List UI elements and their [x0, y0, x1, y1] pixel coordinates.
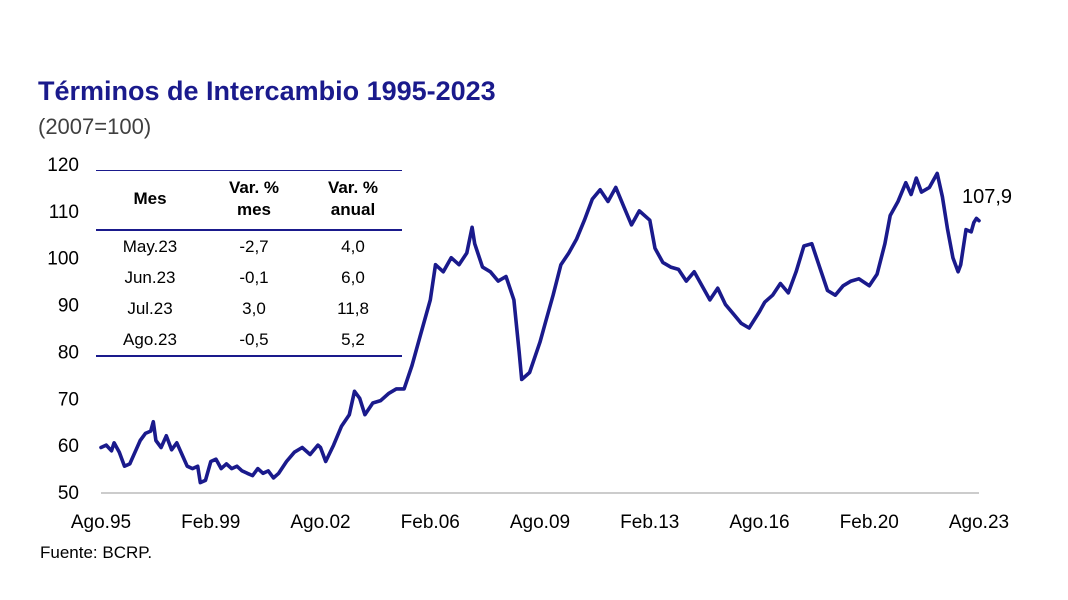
header-var-mes: Var. % mes [204, 170, 304, 231]
x-tick-label: Ago.23 [949, 512, 1009, 533]
cell-var-anual: 4,0 [341, 236, 365, 256]
end-value-label: 107,9 [962, 186, 1013, 208]
x-tick-label: Ago.16 [729, 512, 789, 533]
header-var-anual-text: Var. % anual [327, 178, 379, 219]
cell-mes: Ago.23 [96, 324, 204, 357]
header-mes: Mes [96, 170, 204, 231]
cell-var-anual: 6,0 [341, 267, 365, 287]
cell-var-anual: 11,8 [337, 298, 369, 318]
y-tick-label: 80 [58, 342, 79, 363]
table-header-row: Mes Var. % mes Var. % anual [96, 170, 402, 231]
chart-subtitle: (2007=100) [38, 114, 152, 139]
series-line [99, 171, 981, 485]
cell-mes: Jun.23 [124, 267, 176, 287]
header-var-anual: Var. % anual [304, 170, 402, 231]
cell-var-mes: -0,5 [204, 324, 304, 357]
cell-var-mes: -0,1 [239, 267, 269, 287]
y-tick-label: 120 [47, 155, 79, 176]
x-tick-label: Feb.06 [401, 512, 460, 533]
x-tick-label: Ago.09 [510, 512, 570, 533]
y-tick-label: 50 [58, 483, 79, 504]
cell-var-mes: 3,0 [242, 298, 266, 318]
source-note: Fuente: BCRP. [40, 543, 153, 562]
x-tick-label: Feb.20 [840, 512, 899, 533]
chart-title: Términos de Intercambio 1995-2023 [38, 76, 496, 106]
table-row: Ago.23 -0,5 5,2 [96, 324, 402, 357]
header-var-mes-text: Var. % mes [228, 178, 280, 219]
x-tick-label: Feb.99 [181, 512, 240, 533]
y-tick-label: 110 [49, 202, 79, 223]
y-tick-label: 100 [47, 249, 79, 270]
cell-mes: Jul.23 [127, 298, 173, 318]
cell-var-mes: -2,7 [239, 236, 269, 256]
table-row: May.23 -2,7 4,0 [96, 230, 402, 262]
cell-mes: May.23 [122, 236, 178, 256]
table-row: Jul.23 3,0 11,8 [96, 293, 402, 324]
y-tick-label: 90 [58, 296, 79, 317]
variation-table: Mes Var. % mes Var. % anual May.23 -2,7 … [96, 170, 402, 357]
x-tick-label: Feb.13 [620, 512, 679, 533]
x-tick-label: Ago.95 [71, 512, 131, 533]
x-axis-ticks: Ago.95 Feb.99 Ago.02 Feb.06 Ago.09 Feb.13 Ago.… [71, 512, 1009, 533]
table-row: Jun.23 -0,1 6,0 [96, 262, 402, 293]
cell-var-anual: 5,2 [304, 324, 402, 357]
x-tick-label: Ago.02 [290, 512, 350, 533]
y-axis-ticks: 50 60 70 80 90 100 110 120 [47, 155, 79, 504]
y-tick-label: 70 [58, 389, 79, 410]
y-tick-label: 60 [58, 436, 79, 457]
